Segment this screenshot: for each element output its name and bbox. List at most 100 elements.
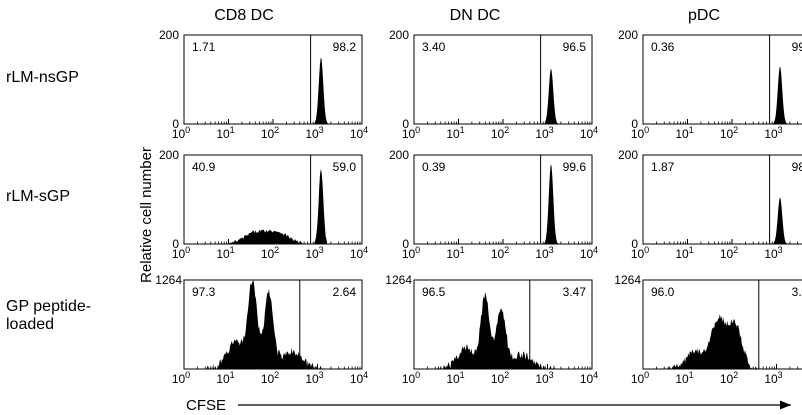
x-tick-label: 100 bbox=[402, 370, 420, 386]
x-tick-label: 100 bbox=[172, 370, 190, 386]
y-max-tick-label: 200 bbox=[618, 28, 638, 42]
x-tick-label: 101 bbox=[216, 370, 234, 386]
x-tick-label: 102 bbox=[720, 245, 738, 261]
right-gate-percentage: 3.94 bbox=[792, 285, 802, 299]
x-tick-label: 101 bbox=[446, 125, 464, 141]
x-tick-label: 104 bbox=[580, 125, 598, 141]
x-tick-label: 101 bbox=[446, 245, 464, 261]
y-min-tick-label: 0 bbox=[172, 237, 179, 251]
x-tick-label: 100 bbox=[402, 245, 420, 261]
x-tick-label: 101 bbox=[675, 245, 693, 261]
x-tick-label: 104 bbox=[580, 245, 598, 261]
left-gate-percentage: 97.3 bbox=[192, 285, 216, 299]
x-tick-label: 103 bbox=[305, 125, 323, 141]
x-tick-label: 100 bbox=[631, 245, 649, 261]
row-label-gp-peptide-line2: loaded bbox=[6, 316, 54, 333]
left-gate-percentage: 1.87 bbox=[651, 160, 675, 174]
x-axis-title: CFSE bbox=[186, 397, 791, 414]
y-max-tick-label: 1264 bbox=[155, 273, 182, 287]
right-gate-percentage: 98.1 bbox=[792, 160, 802, 174]
right-gate-percentage: 59.0 bbox=[333, 160, 357, 174]
y-max-tick-label: 200 bbox=[159, 28, 179, 42]
x-tick-label: 104 bbox=[350, 245, 368, 261]
panel-gp-peptide-loaded-cd8-dc: 97.3 2.64 100 101 102 103 104 1264 bbox=[155, 273, 368, 386]
panel-gp-peptide-loaded-pdc: 96.03.941001011021031041264 bbox=[614, 273, 802, 386]
column-title-pdc: pDC bbox=[688, 7, 720, 24]
x-tick-label: 102 bbox=[491, 125, 509, 141]
x-tick-label: 103 bbox=[535, 125, 553, 141]
x-tick-label: 100 bbox=[172, 245, 190, 261]
x-tick-label: 104 bbox=[350, 125, 368, 141]
x-tick-label: 100 bbox=[631, 125, 649, 141]
row-label-gp-peptide-line1: GP peptide- bbox=[6, 298, 91, 315]
y-max-tick-label: 200 bbox=[389, 28, 409, 42]
x-tick-label: 101 bbox=[675, 125, 693, 141]
y-min-tick-label: 0 bbox=[402, 117, 409, 131]
y-max-tick-label: 200 bbox=[618, 148, 638, 162]
left-gate-percentage: 1.71 bbox=[192, 40, 216, 54]
histogram-fill bbox=[414, 164, 592, 244]
histogram-fill bbox=[184, 169, 362, 244]
x-tick-label: 103 bbox=[535, 370, 553, 386]
panel-rlm-sgp-dn-dc: 0.39 99.6 100 101 102 103 104 200 0 bbox=[389, 148, 598, 261]
x-tick-label: 101 bbox=[216, 125, 234, 141]
x-tick-label: 102 bbox=[261, 245, 279, 261]
x-tick-label: 104 bbox=[580, 370, 598, 386]
y-min-tick-label: 0 bbox=[631, 237, 638, 251]
x-axis-label: CFSE bbox=[186, 397, 226, 414]
x-tick-label: 100 bbox=[631, 370, 649, 386]
x-tick-label: 103 bbox=[764, 370, 782, 386]
x-tick-label: 104 bbox=[350, 370, 368, 386]
histogram-fill bbox=[414, 68, 592, 124]
x-tick-label: 103 bbox=[305, 245, 323, 261]
left-gate-percentage: 3.40 bbox=[422, 40, 446, 54]
x-tick-label: 102 bbox=[491, 245, 509, 261]
panel-rlm-nsgp-cd8-dc: 1.71 98.2 100 101 102 103 104 200 0 bbox=[159, 28, 368, 141]
left-gate-percentage: 96.5 bbox=[422, 285, 446, 299]
y-min-tick-label: 0 bbox=[631, 117, 638, 131]
histogram-panels: 1.71 98.2 100 101 102 103 104 200 0 3.40 96.5 100 10… bbox=[155, 28, 802, 386]
histogram-fill bbox=[414, 292, 592, 369]
column-titles: CD8 DC DN DC pDC bbox=[214, 7, 720, 24]
x-tick-label: 103 bbox=[764, 245, 782, 261]
x-tick-label: 101 bbox=[446, 370, 464, 386]
left-gate-percentage: 0.36 bbox=[651, 40, 675, 54]
x-axis-arrowhead bbox=[780, 400, 791, 410]
y-max-tick-label: 1264 bbox=[614, 273, 641, 287]
y-max-tick-label: 200 bbox=[159, 148, 179, 162]
panel-rlm-nsgp-dn-dc: 3.40 96.5 100 101 102 103 104 200 0 bbox=[389, 28, 598, 141]
right-gate-percentage: 98.2 bbox=[333, 40, 357, 54]
x-tick-label: 103 bbox=[535, 245, 553, 261]
x-tick-label: 102 bbox=[491, 370, 509, 386]
histogram-fill bbox=[643, 314, 802, 369]
column-title-cd8-dc: CD8 DC bbox=[214, 7, 274, 24]
x-tick-label: 102 bbox=[261, 125, 279, 141]
left-gate-percentage: 40.9 bbox=[192, 160, 216, 174]
right-gate-percentage: 96.5 bbox=[563, 40, 587, 54]
x-tick-label: 102 bbox=[720, 370, 738, 386]
x-tick-label: 100 bbox=[172, 125, 190, 141]
x-tick-label: 103 bbox=[305, 370, 323, 386]
x-tick-label: 101 bbox=[216, 245, 234, 261]
y-axis-label: Relative cell number bbox=[138, 147, 155, 283]
histogram-fill bbox=[184, 57, 362, 124]
y-max-tick-label: 1264 bbox=[385, 273, 412, 287]
y-max-tick-label: 200 bbox=[389, 148, 409, 162]
left-gate-percentage: 96.0 bbox=[651, 285, 675, 299]
right-gate-percentage: 2.64 bbox=[333, 285, 357, 299]
panel-rlm-sgp-cd8-dc: 40.9 59.0 100 101 102 103 104 200 0 bbox=[159, 148, 368, 261]
x-tick-label: 100 bbox=[402, 125, 420, 141]
right-gate-percentage: 99.6 bbox=[563, 160, 587, 174]
histogram-fill bbox=[643, 197, 802, 244]
column-title-dn-dc: DN DC bbox=[450, 7, 501, 24]
y-min-tick-label: 0 bbox=[402, 237, 409, 251]
histogram-fill bbox=[184, 280, 362, 369]
x-tick-label: 101 bbox=[675, 370, 693, 386]
panel-gp-peptide-loaded-dn-dc: 96.5 3.47 100 101 102 103 104 1264 bbox=[385, 273, 598, 386]
x-tick-label: 103 bbox=[764, 125, 782, 141]
row-label-rlm-sgp: rLM-sGP bbox=[6, 188, 70, 205]
histogram-fill bbox=[643, 66, 802, 124]
right-gate-percentage: 99.6 bbox=[792, 40, 802, 54]
